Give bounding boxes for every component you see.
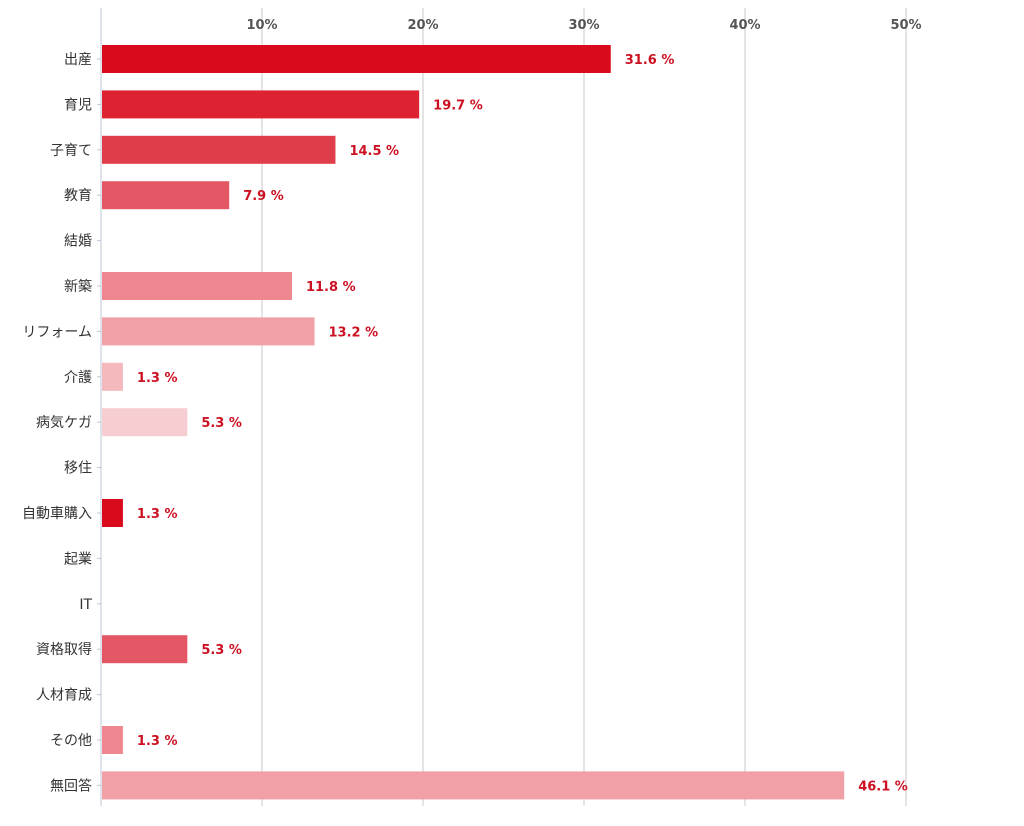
value-label: 1.3 % (137, 734, 178, 749)
bar (102, 499, 123, 527)
bar (102, 771, 845, 800)
category-label: 出産 (64, 52, 92, 68)
bar (102, 408, 188, 437)
category-label: 育児 (64, 97, 92, 113)
category-label: 子育て (50, 143, 92, 159)
bar (102, 317, 315, 346)
category-label: 教育 (64, 188, 92, 204)
category-label: 結婚 (64, 234, 92, 250)
value-label: 1.3 % (137, 371, 178, 386)
category-label: 介護 (64, 370, 92, 386)
value-labels: 31.6 % 19.7 % 14.5 % 7.9 % 11.8 % 13.2 % 1.3 %… (137, 53, 908, 794)
category-label: 移住 (64, 461, 92, 477)
value-label: 19.7 % (433, 98, 483, 113)
x-tick-label: 40% (729, 18, 760, 33)
bar (102, 181, 230, 210)
category-label: 起業 (64, 551, 92, 567)
value-label: 11.8 % (306, 280, 356, 295)
category-label: 無回答 (50, 777, 92, 794)
value-label: 13.2 % (329, 325, 379, 340)
value-label: 31.6 % (625, 53, 675, 68)
bar (102, 135, 336, 164)
category-label: 新築 (64, 279, 92, 295)
x-tick-label: 30% (568, 18, 599, 33)
category-label: リフォーム (22, 324, 92, 340)
value-label: 7.9 % (243, 189, 284, 204)
value-label: 5.3 % (201, 643, 242, 658)
bar (102, 726, 123, 754)
category-label: 人材育成 (36, 688, 92, 704)
value-label: 14.5 % (349, 144, 399, 159)
category-label: 資格取得 (36, 641, 92, 658)
bars (102, 45, 845, 800)
bar (102, 45, 611, 73)
category-label: IT (79, 597, 92, 613)
bar (102, 635, 188, 664)
value-label: 1.3 % (137, 507, 178, 522)
category-label: 病気ケガ (36, 415, 92, 431)
x-axis-ticks: 10% 20% 30% 40% 50% (246, 18, 921, 33)
bar (102, 90, 420, 119)
x-tick-label: 20% (407, 18, 438, 33)
value-label: 5.3 % (201, 416, 242, 431)
value-label: 46.1 % (858, 779, 908, 794)
gridlines (97, 8, 907, 806)
x-tick-label: 50% (890, 18, 921, 33)
bar (102, 272, 292, 300)
category-label: その他 (50, 733, 92, 749)
bar (102, 362, 123, 391)
category-label: 自動車購入 (22, 505, 92, 522)
x-tick-label: 10% (246, 18, 277, 33)
